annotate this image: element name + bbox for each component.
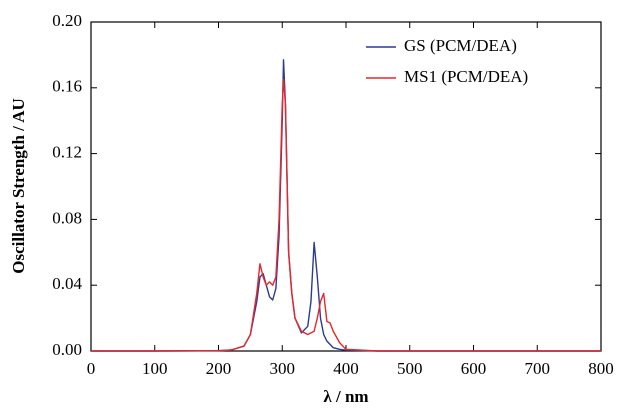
legend-label: MS1 (PCM/DEA)	[404, 67, 528, 86]
y-tick-label: 0.04	[52, 274, 82, 293]
x-tick-label: 100	[142, 359, 168, 378]
y-tick-label: 0.08	[52, 208, 82, 227]
x-tick-label: 500	[397, 359, 423, 378]
x-tick-label: 400	[333, 359, 359, 378]
series-line	[91, 59, 601, 352]
series-line	[91, 78, 601, 352]
x-tick-label: 200	[206, 359, 232, 378]
x-tick-label: 700	[525, 359, 551, 378]
y-tick-label: 0.16	[52, 77, 82, 96]
x-tick-label: 300	[270, 359, 296, 378]
x-tick-label: 0	[87, 359, 96, 378]
y-tick-label: 0.12	[52, 143, 82, 162]
x-tick-label: 600	[461, 359, 487, 378]
y-tick-label: 0.00	[52, 340, 82, 359]
legend-label: GS (PCM/DEA)	[404, 36, 517, 55]
x-tick-label: 800	[588, 359, 614, 378]
y-tick-label: 0.20	[52, 11, 82, 30]
y-axis-title: Oscillator Strength / AU	[9, 98, 28, 274]
x-axis-title: λ / nm	[323, 387, 368, 406]
